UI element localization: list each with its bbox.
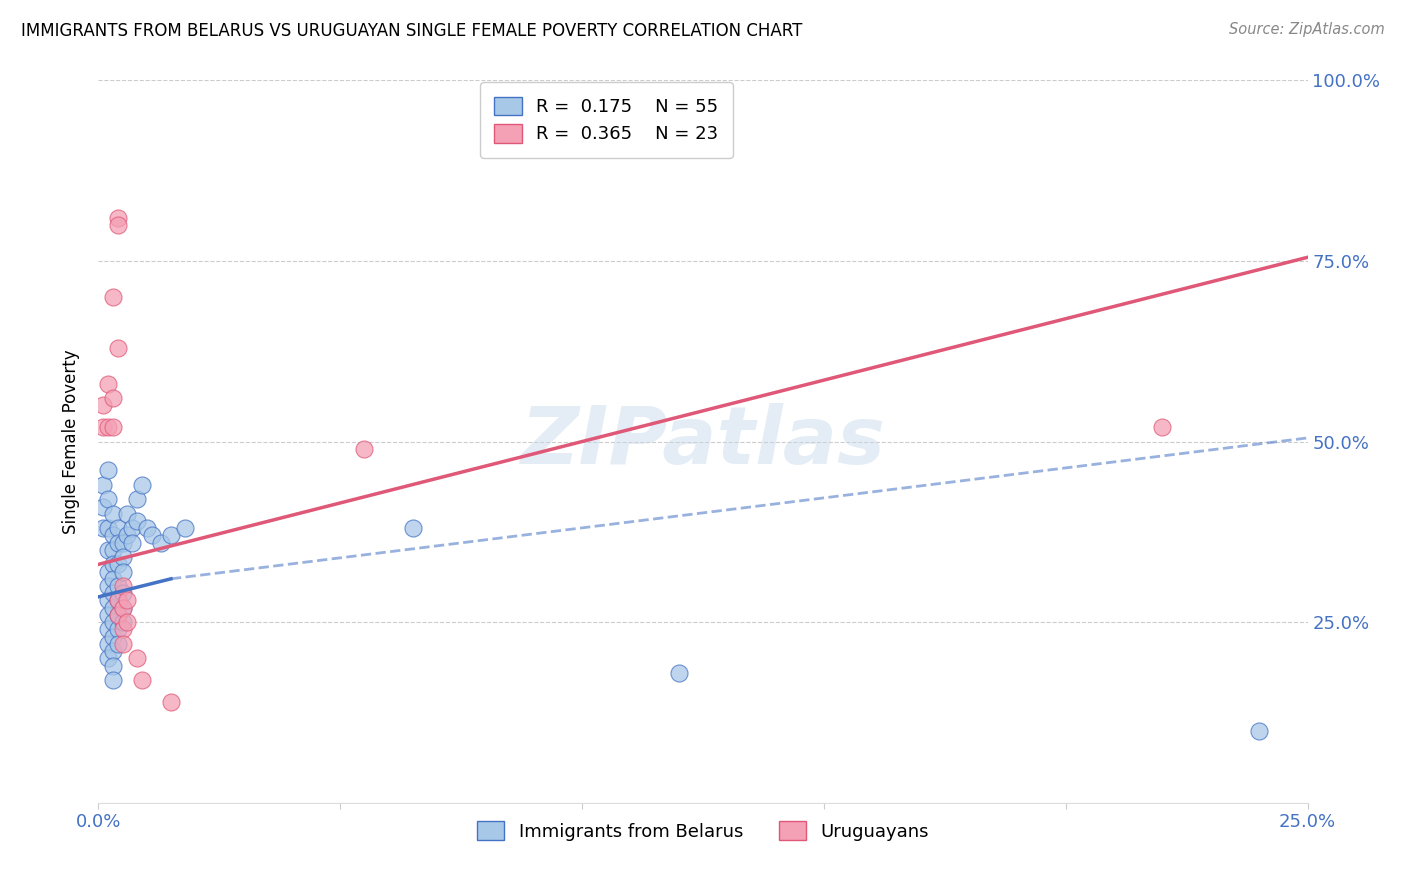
Point: [107, 521, 129, 535]
Point: [91, 398, 114, 412]
Point: [97, 593, 120, 607]
Point: [107, 637, 129, 651]
Point: [107, 623, 129, 637]
Point: [141, 528, 163, 542]
Point: [111, 637, 134, 651]
Point: [101, 615, 124, 630]
Point: [117, 528, 139, 542]
Text: ZIPatlas: ZIPatlas: [520, 402, 886, 481]
Point: [111, 586, 134, 600]
Point: [111, 565, 134, 579]
Point: [131, 478, 153, 492]
Point: [150, 535, 173, 549]
Point: [101, 391, 124, 405]
Point: [101, 644, 124, 658]
Point: [97, 492, 120, 507]
Point: [135, 521, 157, 535]
Point: [117, 615, 139, 630]
Point: [127, 492, 149, 507]
Point: [97, 651, 120, 665]
Point: [97, 579, 120, 593]
Point: [174, 521, 197, 535]
Point: [91, 500, 114, 514]
Point: [121, 521, 143, 535]
Point: [107, 579, 129, 593]
Point: [97, 420, 120, 434]
Point: [101, 290, 124, 304]
Legend: R =  0.175    N = 55, R =  0.365    N = 23: R = 0.175 N = 55, R = 0.365 N = 23: [479, 82, 733, 158]
Point: [97, 463, 120, 477]
Point: [107, 341, 129, 355]
Y-axis label: Single Female Poverty: Single Female Poverty: [62, 350, 80, 533]
Point: [107, 607, 129, 622]
Point: [111, 615, 134, 630]
Point: [101, 586, 124, 600]
Point: [402, 521, 425, 535]
Point: [91, 420, 114, 434]
Point: [160, 528, 183, 542]
Point: [97, 637, 120, 651]
Point: [97, 565, 120, 579]
Point: [1249, 723, 1271, 738]
Point: [107, 218, 129, 232]
Point: [111, 535, 134, 549]
Point: [111, 623, 134, 637]
Text: Source: ZipAtlas.com: Source: ZipAtlas.com: [1229, 22, 1385, 37]
Point: [101, 673, 124, 687]
Point: [101, 420, 124, 434]
Point: [91, 478, 114, 492]
Point: [91, 521, 114, 535]
Point: [117, 593, 139, 607]
Point: [160, 695, 183, 709]
Point: [101, 630, 124, 644]
Point: [1152, 420, 1174, 434]
Point: [101, 542, 124, 557]
Point: [107, 593, 129, 607]
Point: [107, 607, 129, 622]
Point: [101, 528, 124, 542]
Point: [121, 535, 143, 549]
Point: [107, 211, 129, 225]
Point: [353, 442, 375, 456]
Point: [101, 572, 124, 586]
Point: [107, 558, 129, 572]
Point: [97, 607, 120, 622]
Point: [97, 376, 120, 391]
Point: [111, 600, 134, 615]
Point: [101, 507, 124, 521]
Point: [101, 558, 124, 572]
Point: [111, 579, 134, 593]
Point: [111, 550, 134, 565]
Point: [127, 651, 149, 665]
Point: [117, 507, 139, 521]
Point: [101, 600, 124, 615]
Point: [111, 600, 134, 615]
Point: [97, 542, 120, 557]
Point: [107, 535, 129, 549]
Point: [107, 593, 129, 607]
Point: [668, 665, 690, 680]
Point: [101, 658, 124, 673]
Point: [97, 623, 120, 637]
Point: [131, 673, 153, 687]
Point: [127, 514, 149, 528]
Text: IMMIGRANTS FROM BELARUS VS URUGUAYAN SINGLE FEMALE POVERTY CORRELATION CHART: IMMIGRANTS FROM BELARUS VS URUGUAYAN SIN…: [21, 22, 803, 40]
Point: [97, 521, 120, 535]
